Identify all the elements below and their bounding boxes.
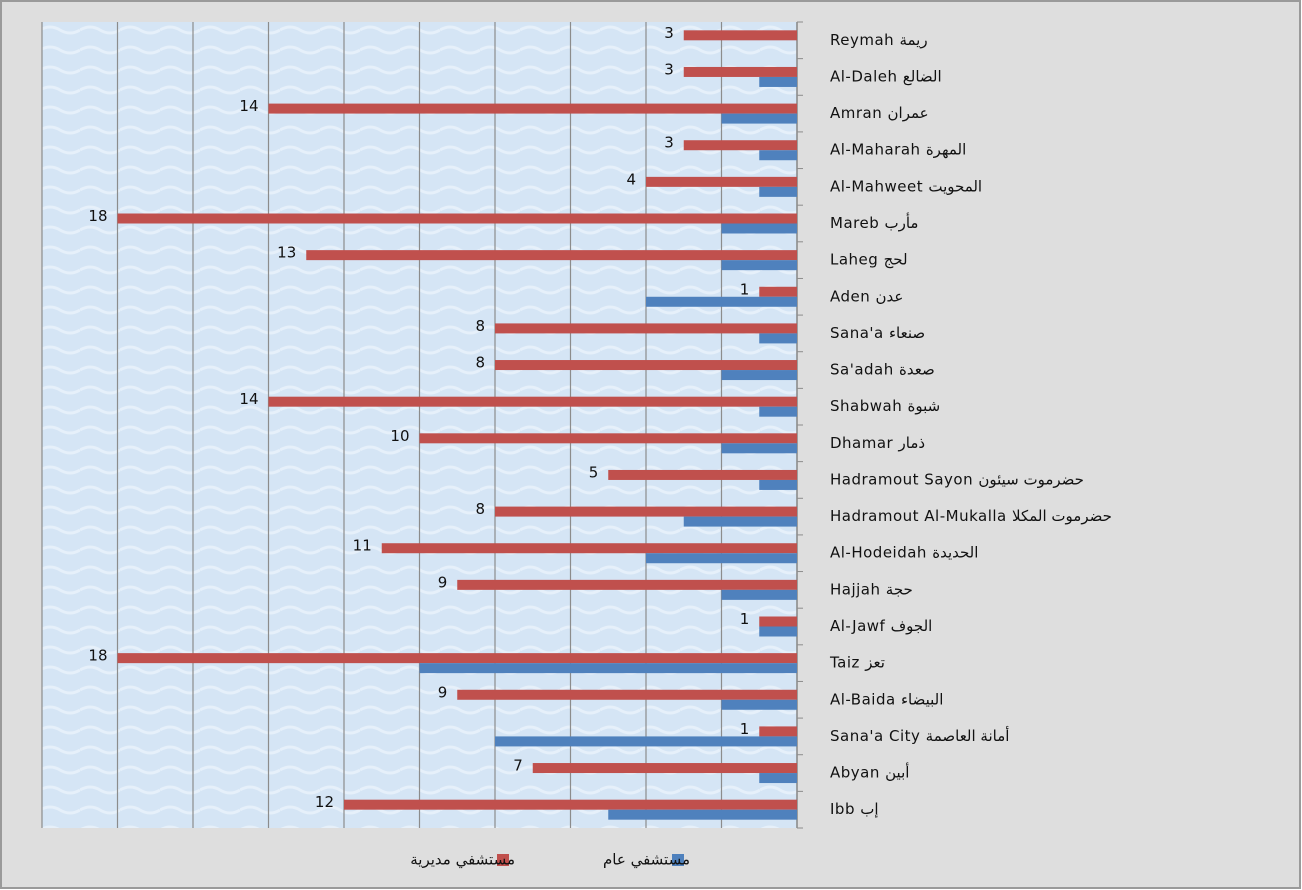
- bar: [759, 186, 797, 197]
- bar: [683, 516, 797, 527]
- legend-label: مستشفي مديرية: [410, 851, 515, 870]
- category-label: Dhamar ذمار: [830, 434, 925, 452]
- bar: [646, 296, 797, 307]
- bar: [495, 506, 797, 517]
- bar: [268, 103, 797, 114]
- bar: [419, 663, 797, 674]
- bar: [646, 553, 797, 564]
- data-label: 1: [740, 720, 750, 738]
- bar: [759, 150, 797, 161]
- data-label: 8: [475, 500, 485, 518]
- bar: [495, 736, 797, 747]
- category-label: Shabwah شبوة: [830, 397, 940, 415]
- data-label: 9: [438, 683, 448, 701]
- bar: [344, 799, 797, 810]
- category-label: Amran عمران: [830, 104, 929, 122]
- bar: [721, 113, 797, 124]
- data-label: 5: [589, 463, 599, 481]
- bar: [117, 653, 797, 664]
- category-label: Taiz تعز: [829, 654, 885, 672]
- data-label: 10: [390, 427, 409, 445]
- data-label: 9: [438, 573, 448, 591]
- data-label: 11: [353, 537, 372, 555]
- legend-swatch: [672, 854, 684, 866]
- category-label: Al-Baida البيضاء: [830, 690, 943, 708]
- bar: [457, 689, 797, 700]
- bar: [268, 396, 797, 407]
- bar: [759, 286, 797, 297]
- bar: [495, 360, 797, 371]
- category-label: Mareb مأرب: [830, 212, 918, 232]
- data-label: 14: [239, 97, 258, 115]
- bar: [117, 213, 797, 224]
- bar: [419, 433, 797, 444]
- data-label: 7: [513, 757, 523, 775]
- category-label: Hadramout Sayon حضرموت سيئون: [830, 470, 1084, 488]
- category-label: Al-Mahweet المحويت: [830, 177, 982, 195]
- data-label: 13: [277, 244, 296, 262]
- bar: [759, 773, 797, 784]
- bar: [683, 30, 797, 41]
- bar: [683, 140, 797, 151]
- category-label: Sa'adah صعدة: [830, 361, 935, 379]
- category-label: Reymah ريمة: [830, 31, 928, 49]
- bar: [683, 66, 797, 77]
- data-label: 8: [475, 354, 485, 372]
- category-label: Al-Hodeidah الحديدة: [830, 544, 978, 562]
- data-label: 3: [664, 134, 674, 152]
- category-label: Abyan أبين: [830, 763, 909, 782]
- data-label: 18: [88, 647, 107, 665]
- category-label: Aden عدن: [830, 287, 903, 305]
- data-label: 4: [626, 170, 636, 188]
- data-label: 3: [664, 60, 674, 78]
- category-label: Al-Daleh الضالع: [830, 67, 942, 85]
- bar: [759, 726, 797, 737]
- legend-swatch: [497, 854, 509, 866]
- category-label: Al-Jawf الجوف: [830, 617, 932, 635]
- category-label: Laheg لحج: [830, 251, 908, 269]
- bar: [608, 469, 797, 480]
- bar: [457, 579, 797, 590]
- bar: [721, 223, 797, 234]
- category-label: Sana'a City أمانة العاصمة: [830, 726, 1009, 745]
- bar: [721, 699, 797, 710]
- category-label: Hajjah حجة: [830, 580, 913, 598]
- bar: [495, 323, 797, 334]
- bar: [721, 443, 797, 454]
- bar: [721, 589, 797, 600]
- data-label: 8: [475, 317, 485, 335]
- bar: [759, 76, 797, 87]
- bar: [381, 543, 797, 554]
- category-label: Ibb إب: [830, 800, 879, 818]
- data-label: 1: [740, 280, 750, 298]
- bar: [646, 176, 797, 187]
- data-label: 18: [88, 207, 107, 225]
- bar: [759, 479, 797, 490]
- legend-label: مستشفي عام: [603, 851, 690, 870]
- data-label: 1: [740, 610, 750, 628]
- bar: [532, 763, 797, 774]
- data-label: 12: [315, 793, 334, 811]
- bar: [759, 406, 797, 417]
- bar: [759, 333, 797, 344]
- bar: [759, 616, 797, 627]
- category-label: Sana'a صنعاء: [830, 324, 925, 342]
- category-label: Hadramout Al-Mukalla حضرموت المكلا: [830, 507, 1112, 525]
- bar: [759, 626, 797, 637]
- bar: [306, 250, 797, 261]
- data-label: 3: [664, 24, 674, 42]
- data-label: 14: [239, 390, 258, 408]
- bar: [721, 370, 797, 381]
- bar: [721, 260, 797, 271]
- bar: [608, 809, 797, 820]
- category-label: Al-Maharah المهرة: [830, 141, 966, 159]
